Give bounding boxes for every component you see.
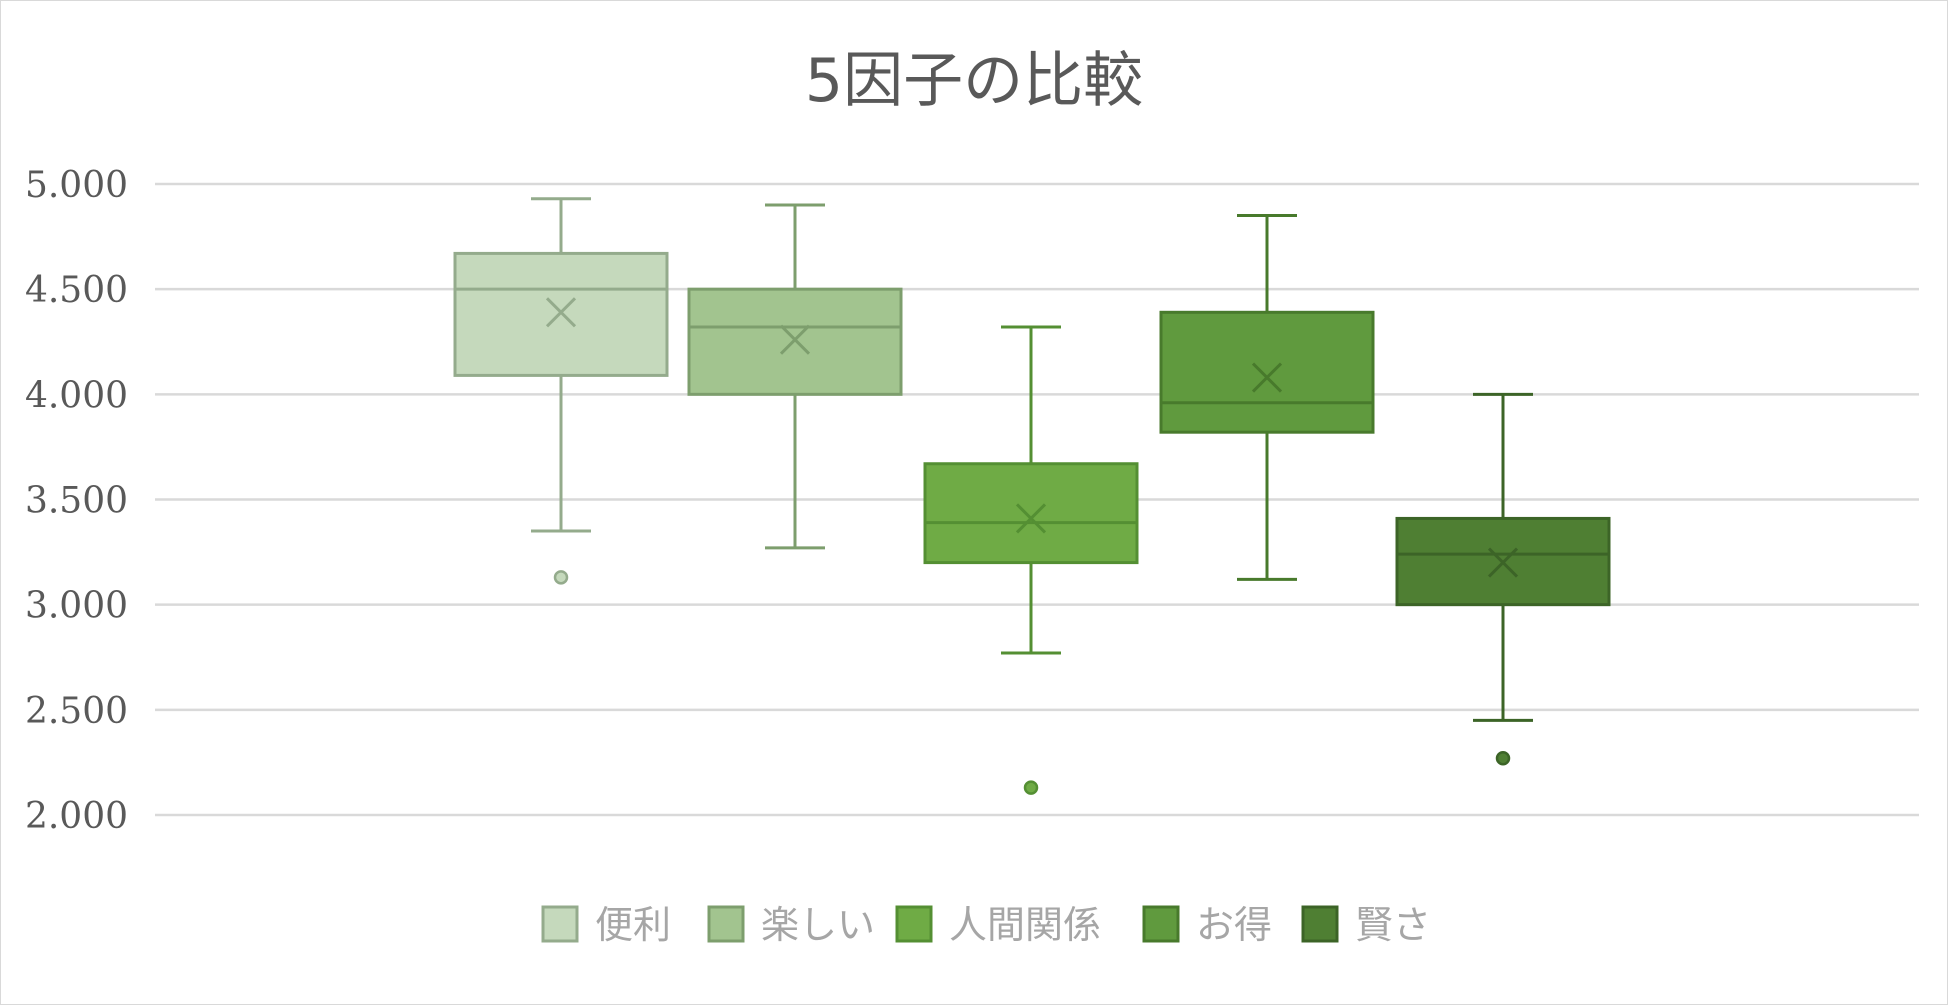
box-1 xyxy=(453,197,669,585)
mean-marker xyxy=(1487,547,1519,578)
outlier-point xyxy=(1495,750,1511,766)
y-axis-tick-labels: 5.000 4.500 4.000 3.500 3.000 2.500 2.000 xyxy=(25,165,128,837)
mean-marker xyxy=(545,297,577,328)
legend-swatch xyxy=(707,905,745,943)
box-4 xyxy=(1159,214,1375,581)
legend-item: お得 xyxy=(1142,903,1272,947)
box-5 xyxy=(1395,392,1611,766)
legend-label: 人間関係 xyxy=(949,903,1101,947)
box-2 xyxy=(687,203,903,550)
y-tick-label: 2.500 xyxy=(25,691,128,732)
legend-item: 賢さ xyxy=(1301,903,1431,947)
y-tick-label: 3.000 xyxy=(25,586,128,627)
gridlines xyxy=(155,182,1919,817)
legend: 便利 楽しい 人間関係 お得 賢さ xyxy=(541,903,1431,947)
boxes xyxy=(453,197,1611,795)
legend-item: 楽しい xyxy=(707,903,875,947)
legend-swatch xyxy=(541,905,579,943)
mean-marker xyxy=(1251,362,1283,393)
box-3 xyxy=(923,325,1139,795)
legend-swatch xyxy=(1142,905,1180,943)
legend-item: 人間関係 xyxy=(895,903,1101,947)
legend-label: お得 xyxy=(1196,903,1272,947)
y-tick-label: 4.500 xyxy=(25,270,128,311)
outlier-point xyxy=(553,570,569,585)
iqr-box xyxy=(1159,310,1375,434)
legend-label: 賢さ xyxy=(1355,903,1431,947)
outlier-point xyxy=(1023,780,1039,795)
mean-marker xyxy=(1015,503,1047,534)
iqr-box xyxy=(923,462,1139,565)
legend-swatch xyxy=(895,905,933,943)
y-tick-label: 4.000 xyxy=(25,375,128,416)
legend-label: 楽しい xyxy=(761,903,875,947)
legend-swatch xyxy=(1301,905,1339,943)
y-tick-label: 2.000 xyxy=(25,796,128,837)
chart-title: 5因子の比較 xyxy=(805,46,1143,116)
y-tick-label: 5.000 xyxy=(25,165,128,206)
mean-marker xyxy=(779,324,811,355)
y-tick-label: 3.500 xyxy=(25,481,128,522)
legend-label: 便利 xyxy=(595,903,671,947)
legend-item: 便利 xyxy=(541,903,671,947)
